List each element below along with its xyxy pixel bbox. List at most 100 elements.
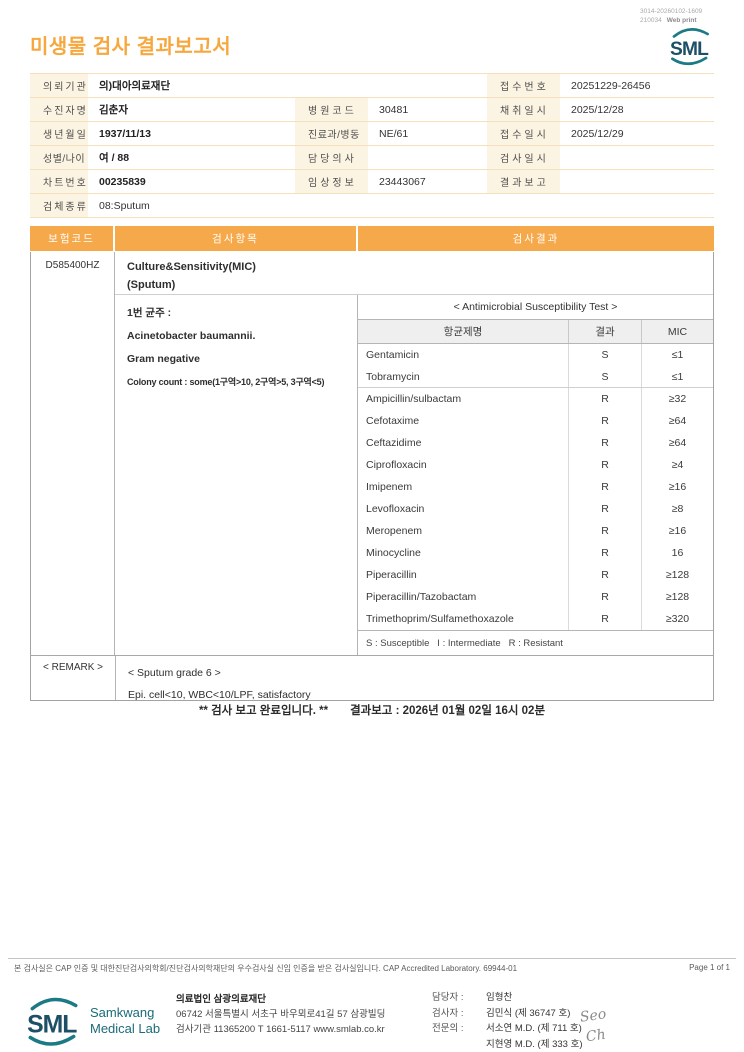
page-title: 미생물 검사 결과보고서: [30, 36, 232, 58]
completion-report-time: 결과보고 : 2026년 01월 02일 16시 02분: [350, 705, 546, 717]
ast-drug-name: Trimethoprim/Sulfamethoxazole: [366, 613, 514, 625]
organism-colony-count: Colony count : some(1구역>10, 2구역>5, 3구역<5…: [127, 377, 325, 387]
footer-staff-list: 담당자 : 임형찬 검사자 : 김민식 (제 36747 호) 전문의 : 서소…: [432, 990, 583, 1052]
ast-row: Levofloxacin R ≥8: [358, 498, 713, 520]
remark-label: < REMARK >: [31, 656, 116, 700]
test-name: Culture&Sensitivity(MIC): [127, 261, 256, 273]
staff-value: 지현영 M.D. (제 333 호): [486, 1038, 583, 1050]
ast-row: Ciprofloxacin R ≥4: [358, 454, 713, 476]
signature-seo: Seo: [579, 1006, 608, 1026]
ast-drug-name: Imipenem: [366, 481, 413, 493]
ast-result: S: [568, 366, 641, 387]
ast-result: R: [568, 498, 641, 520]
label-collection-date: 채취일시: [487, 98, 560, 122]
ast-row: Meropenem R ≥16: [358, 520, 713, 542]
ast-row: Gentamicin S ≤1: [358, 344, 713, 366]
ast-result: R: [568, 432, 641, 454]
label-patient-name: 수진자명: [30, 98, 88, 122]
sml-logo-icon: SML: [666, 26, 714, 66]
ast-result: R: [568, 476, 641, 498]
ast-drug-name: Piperacillin: [366, 569, 417, 581]
print-meta: 3014-20260102-1609 210034 Web print: [640, 8, 702, 25]
sml-logo-icon: SML: [27, 997, 78, 1046]
ast-mic-value: ≥32: [641, 388, 713, 410]
ast-drug-name: Minocycline: [366, 547, 421, 559]
value-clinical-info: 23443067: [368, 170, 487, 194]
ast-row: Tobramycin S ≤1: [358, 366, 713, 388]
label-test-date: 검사일시: [487, 146, 560, 170]
ast-mic-value: ≥8: [641, 498, 713, 520]
ast-mic-value: ≥320: [641, 608, 713, 630]
ast-col-result: 결과: [568, 320, 641, 343]
ast-result: R: [568, 542, 641, 564]
organism-strain-label: 1번 균주 :: [127, 307, 172, 319]
value-sex-age: 여 / 88: [88, 146, 295, 170]
staff-value: 김민식 (제 36747 호): [486, 1007, 571, 1019]
value-attending-doctor: [368, 146, 487, 170]
label-specimen-type: 검체종류: [30, 194, 88, 218]
col-header-test-item: 검사항목: [115, 226, 358, 251]
ast-row: Minocycline R 16: [358, 542, 713, 564]
ast-row: Piperacillin/Tazobactam R ≥128: [358, 586, 713, 608]
label-clinical-info: 임상정보: [295, 170, 368, 194]
ast-drug-name: Cefotaxime: [366, 415, 420, 427]
value-result-report: [560, 170, 714, 194]
ast-result: R: [568, 608, 641, 630]
ast-mic-value: ≥4: [641, 454, 713, 476]
web-print-label: Web print: [666, 16, 697, 24]
remark-content: < Sputum grade 6 > Epi. cell<10, WBC<10/…: [116, 656, 713, 701]
footer-org-info: 의료법인 삼광의료재단 06742 서울특별시 서초구 바우뫼로41길 57 삼…: [176, 992, 385, 1037]
ast-result: R: [568, 454, 641, 476]
ast-subheader: 항균제명 결과 MIC: [358, 320, 713, 344]
label-birth-date: 생년월일: [30, 122, 88, 146]
test-specimen: (Sputum): [127, 279, 176, 291]
ast-table: < Antimicrobial Susceptibility Test > 항균…: [357, 295, 713, 655]
cap-text: 본 검사실은 CAP 인증 및 대한진단검사의학회/진단검사의학재단의 우수검사…: [14, 964, 518, 973]
ast-mic-value: ≤1: [641, 344, 713, 366]
value-hospital-code: 30481: [368, 98, 487, 122]
ast-drug-name: Ciprofloxacin: [366, 459, 427, 471]
footer-logo: SML Samkwang Medical Lab: [22, 995, 160, 1047]
col-header-insurance-code: 보험코드: [30, 226, 115, 251]
ast-mic-value: ≥128: [641, 586, 713, 608]
ast-mic-value: ≤1: [641, 366, 713, 387]
ast-row: Ceftazidime R ≥64: [358, 432, 713, 454]
ast-row: Cefotaxime R ≥64: [358, 410, 713, 432]
label-receipt-date: 접수일시: [487, 122, 560, 146]
ast-mic-value: ≥128: [641, 564, 713, 586]
ast-mic-value: ≥16: [641, 476, 713, 498]
ast-row: Piperacillin R ≥128: [358, 564, 713, 586]
staff-label: [432, 1037, 478, 1052]
test-name-cell: Culture&Sensitivity(MIC) (Sputum): [115, 252, 713, 295]
result-table: 보험코드 검사항목 검사결과 D585400HZ Culture&Sensiti…: [30, 226, 714, 701]
print-meta-line2: 210034 Web print: [640, 16, 697, 24]
ast-result: R: [568, 520, 641, 542]
ast-drug-name: Ceftazidime: [366, 437, 422, 449]
signature-ch: Ch: [584, 1026, 607, 1046]
org-contact: 검사기관 11365200 T 1661-5117 www.smlab.co.k…: [176, 1024, 385, 1035]
page-number: Page 1 of 1: [689, 963, 730, 972]
label-dept-ward: 진료과/병동: [295, 122, 368, 146]
organism-name: Acinetobacter baumannii.: [127, 330, 256, 342]
footer-divider: [8, 958, 736, 959]
value-test-date: [560, 146, 714, 170]
print-id: 3014-20260102-1609: [640, 8, 703, 15]
insurance-code: D585400HZ: [31, 252, 115, 655]
svg-text:SML: SML: [670, 39, 709, 60]
ast-row: Imipenem R ≥16: [358, 476, 713, 498]
ast-col-mic: MIC: [641, 320, 713, 343]
staff-label: 전문의 :: [432, 1023, 464, 1034]
ast-drug-name: Levofloxacin: [366, 503, 425, 515]
staff-label: 검사자 :: [432, 1007, 464, 1019]
label-hospital-code: 병원코드: [295, 98, 368, 122]
ast-result: R: [568, 586, 641, 608]
sml-logo-svg: SML: [670, 28, 710, 66]
label-requesting-org: 의뢰기관: [30, 74, 88, 98]
value-receipt-no: 20251229-26456: [560, 74, 714, 98]
value-requesting-org: 의)대아의료재단: [88, 74, 487, 98]
staff-label: 담당자 :: [432, 992, 464, 1003]
organism-and-ast: 1번 균주 : Acinetobacter baumannii. Gram ne…: [115, 295, 713, 655]
org-address: 06742 서울특별시 서초구 바우뫼로41길 57 삼광빌딩: [176, 1009, 386, 1020]
completion-text: ** 검사 보고 완료입니다. **: [198, 705, 329, 717]
value-patient-name: 김춘자: [88, 98, 295, 122]
